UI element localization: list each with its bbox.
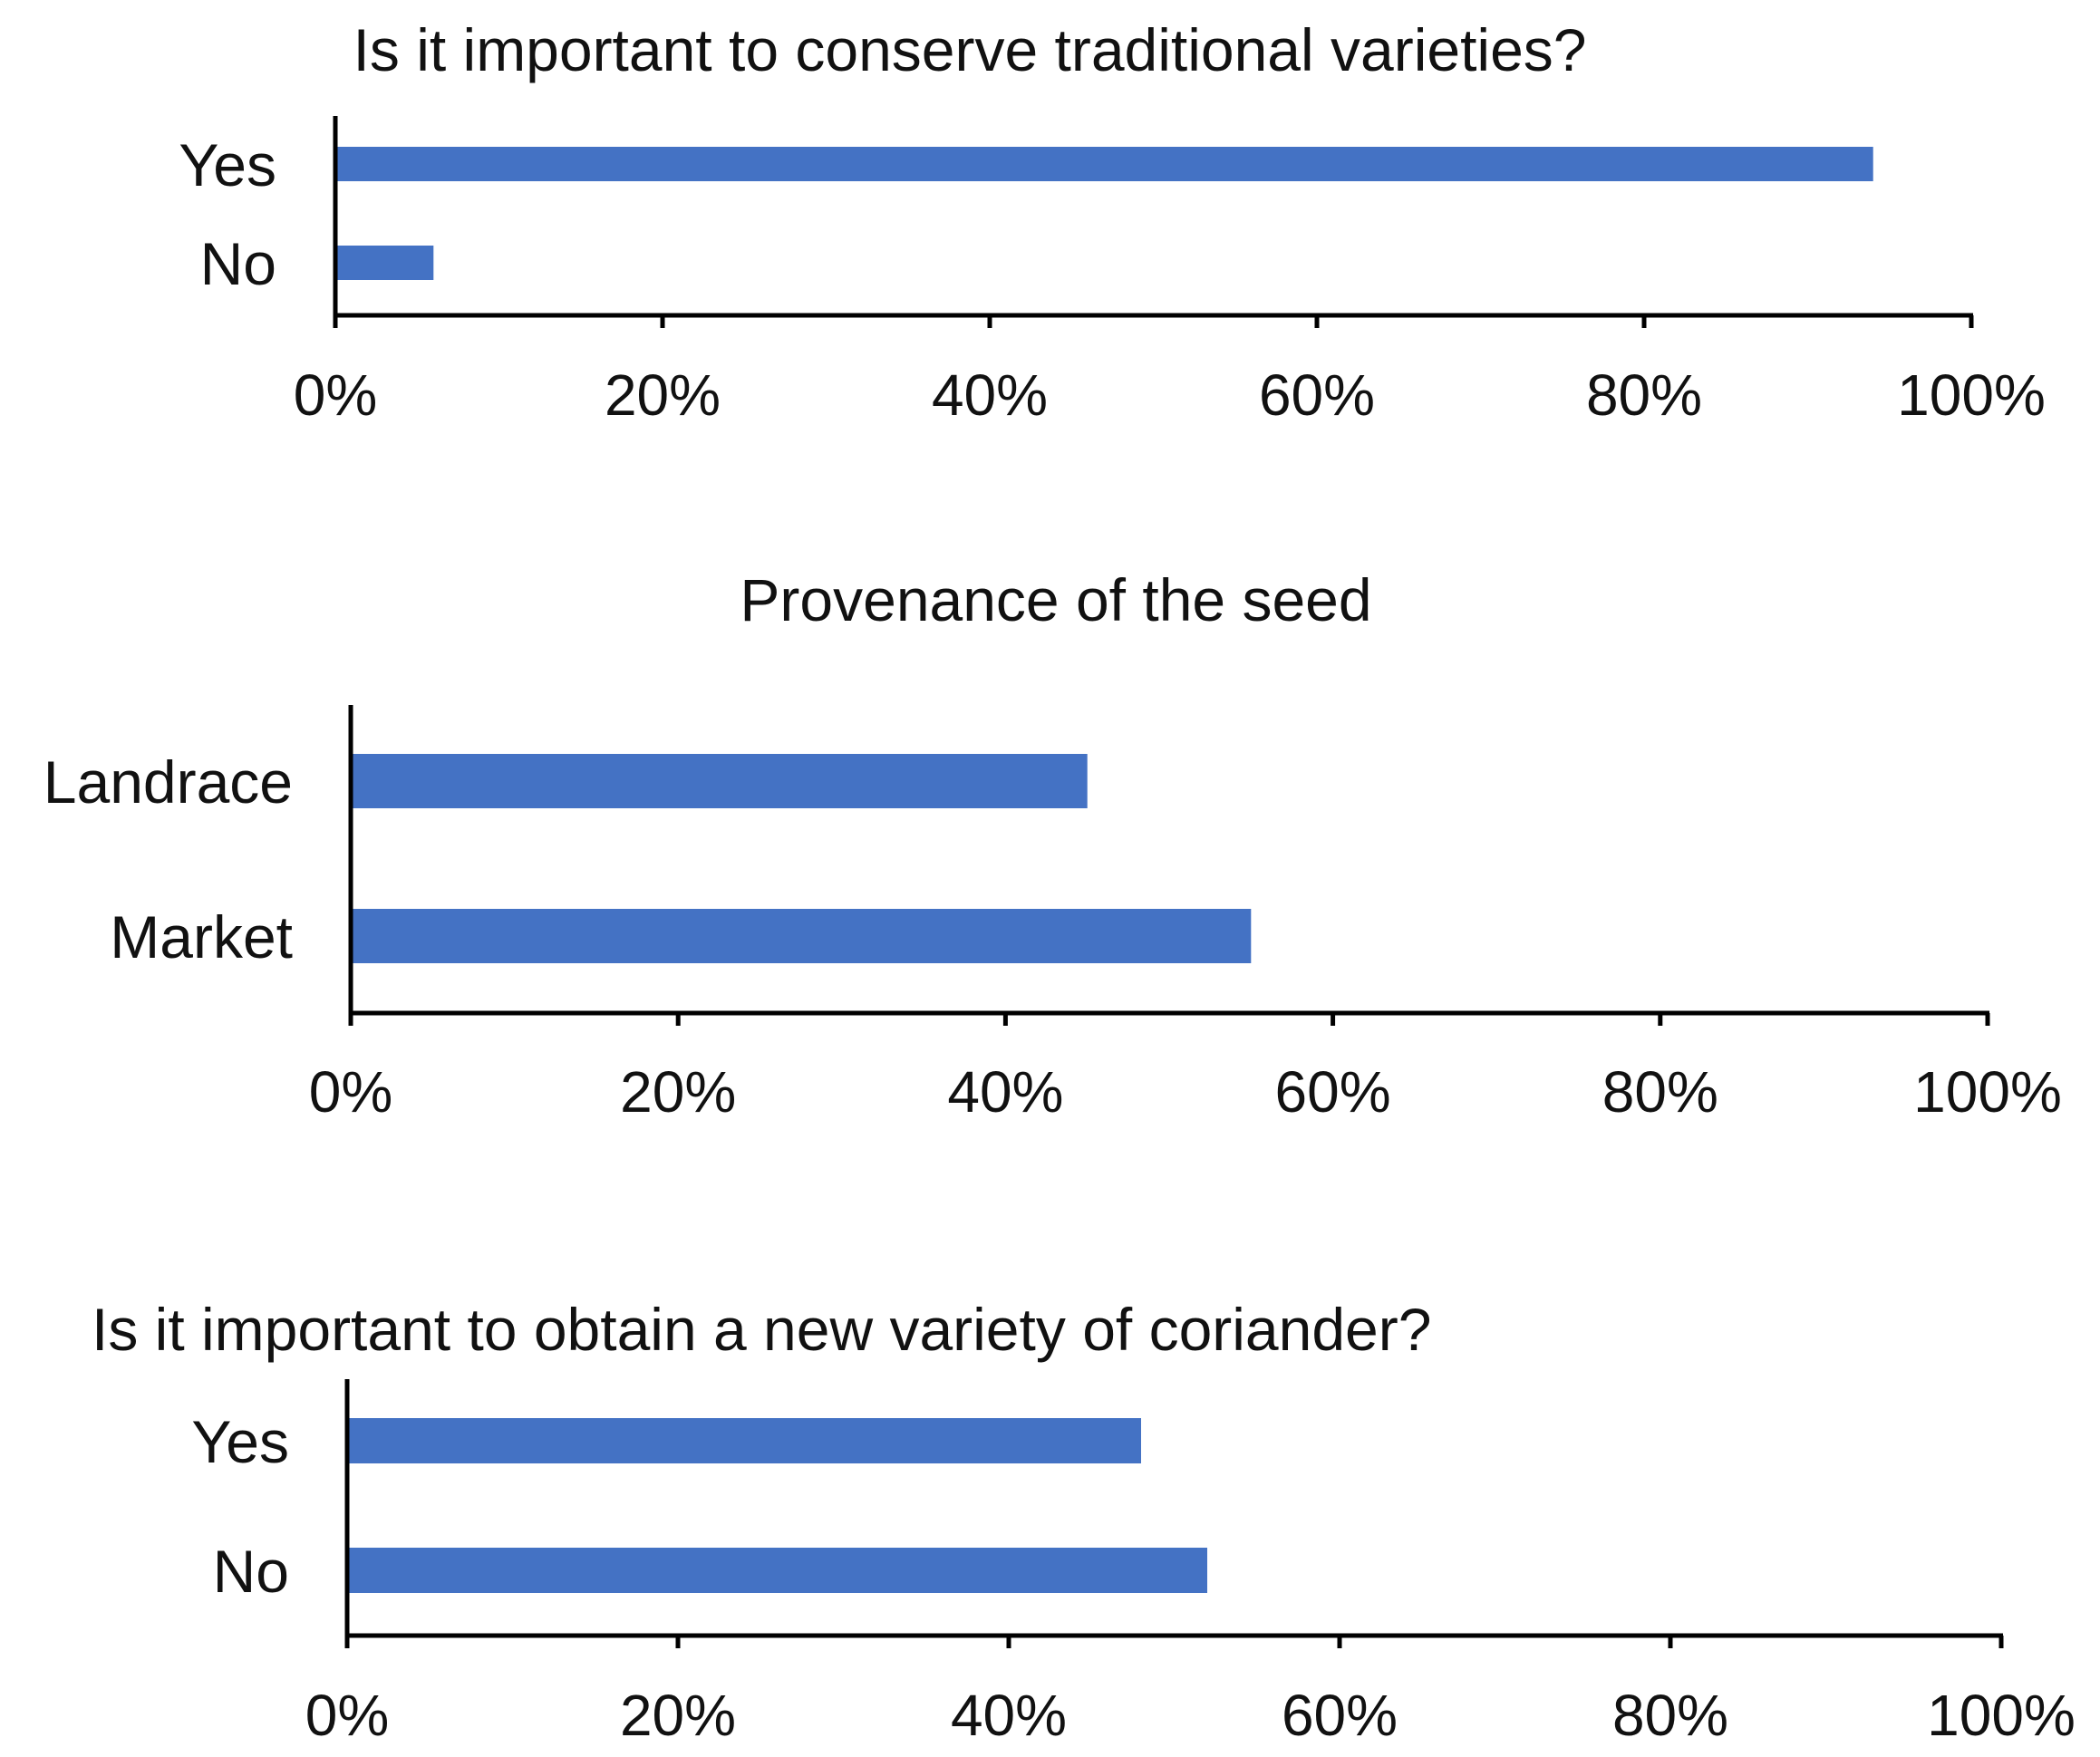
bar-market (353, 909, 1252, 963)
bar-landrace (353, 754, 1088, 808)
bar-no (349, 1548, 1207, 1593)
x-tick-label: 80% (1602, 1059, 1718, 1125)
chart-panel-1: Is it important to conserve traditional … (179, 16, 2046, 428)
chart-title: Is it important to obtain a new variety … (92, 1296, 1431, 1363)
x-tick-label: 40% (947, 1059, 1063, 1125)
x-tick-label: 0% (294, 362, 378, 428)
category-label: No (213, 1538, 289, 1605)
chart-title: Provenance of the seed (740, 566, 1371, 633)
x-tick-label: 80% (1586, 362, 1702, 428)
x-tick-label: 0% (305, 1683, 390, 1748)
category-label: Yes (179, 131, 276, 198)
x-tick-label: 100% (1897, 362, 2046, 428)
x-tick-label: 80% (1612, 1683, 1728, 1748)
x-tick-label: 40% (951, 1683, 1067, 1748)
x-tick-label: 40% (932, 362, 1048, 428)
x-tick-label: 0% (309, 1059, 393, 1125)
x-tick-label: 60% (1282, 1683, 1398, 1748)
chart-panel-2: Provenance of the seed Landrace Market 0% 20… (44, 566, 2062, 1125)
x-tick-label: 60% (1259, 362, 1375, 428)
category-label: Market (110, 903, 293, 970)
bar-yes (337, 147, 1873, 181)
category-label: Landrace (44, 748, 293, 816)
category-label: No (200, 230, 276, 297)
chart-panel-3: Is it important to obtain a new variety … (92, 1296, 2076, 1748)
x-tick-label: 20% (605, 362, 721, 428)
bar-yes (349, 1418, 1141, 1463)
x-tick-label: 100% (1913, 1059, 2062, 1125)
x-tick-label: 20% (620, 1683, 736, 1748)
x-tick-label: 20% (620, 1059, 736, 1125)
x-tick-label: 60% (1275, 1059, 1391, 1125)
category-label: Yes (191, 1408, 289, 1475)
x-tick-label: 100% (1927, 1683, 2076, 1748)
bar-no (337, 246, 434, 280)
chart-title: Is it important to conserve traditional … (353, 16, 1587, 83)
